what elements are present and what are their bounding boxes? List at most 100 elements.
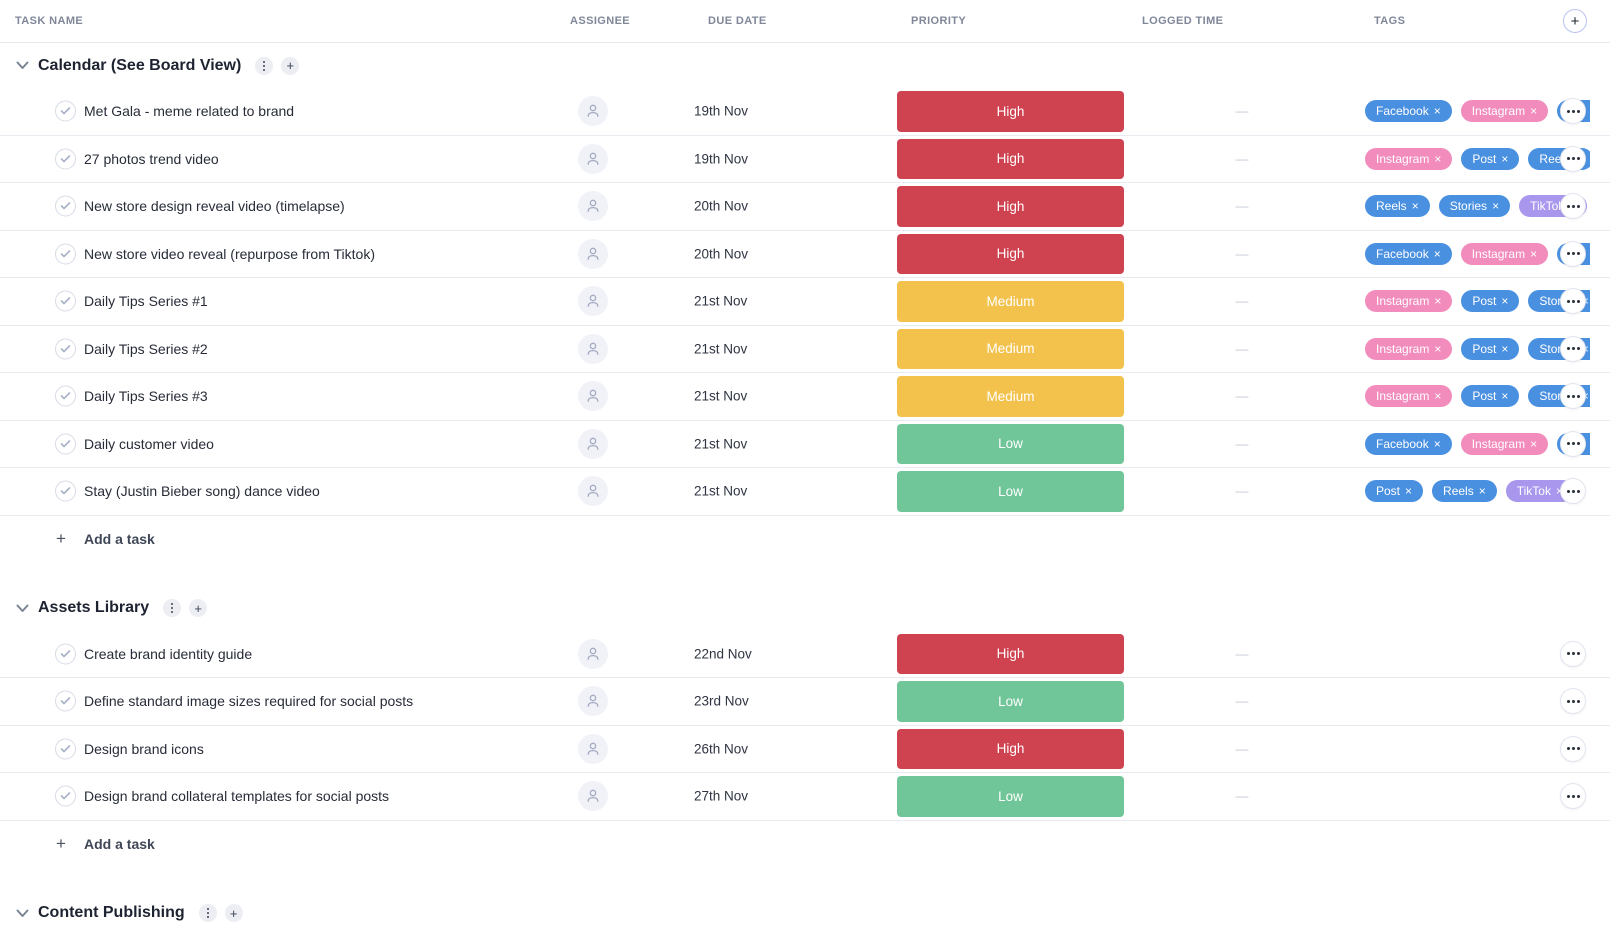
complete-checkbox[interactable]: [55, 738, 76, 760]
chevron-down-icon[interactable]: [16, 604, 29, 613]
tag-pill[interactable]: Post ×: [1461, 147, 1520, 170]
priority-badge[interactable]: Medium: [897, 328, 1124, 369]
remove-tag-icon[interactable]: ×: [1501, 294, 1509, 309]
tag-pill[interactable]: Instagram ×: [1460, 432, 1549, 455]
chevron-down-icon[interactable]: [16, 61, 29, 70]
complete-checkbox[interactable]: [55, 480, 76, 502]
remove-tag-icon[interactable]: ×: [1501, 151, 1509, 166]
tag-pill[interactable]: Reels ×: [1432, 480, 1497, 503]
section-add-button[interactable]: +: [281, 56, 300, 75]
tag-pill[interactable]: Instagram ×: [1460, 100, 1549, 123]
remove-tag-icon[interactable]: ×: [1434, 341, 1442, 356]
tag-pill[interactable]: Post ×: [1365, 480, 1424, 503]
task-row[interactable]: Daily Tips Series #2 21st Nov Medium — I…: [0, 326, 1610, 373]
task-row[interactable]: 27 photos trend video 19th Nov High — In…: [0, 136, 1610, 183]
remove-tag-icon[interactable]: ×: [1434, 151, 1442, 166]
remove-tag-icon[interactable]: ×: [1434, 294, 1442, 309]
remove-tag-icon[interactable]: ×: [1530, 246, 1538, 261]
remove-tag-icon[interactable]: ×: [1433, 104, 1441, 119]
tag-pill[interactable]: Facebook ×: [1365, 242, 1452, 265]
more-actions-button[interactable]: [1560, 145, 1586, 172]
more-actions-button[interactable]: [1560, 98, 1586, 125]
complete-checkbox[interactable]: [55, 243, 76, 265]
tag-pill[interactable]: Post ×: [1461, 385, 1520, 408]
priority-badge[interactable]: High: [897, 91, 1124, 132]
more-actions-button[interactable]: [1560, 288, 1586, 315]
task-row[interactable]: Design brand collateral templates for so…: [0, 773, 1610, 821]
remove-tag-icon[interactable]: ×: [1530, 436, 1538, 451]
task-row[interactable]: New store video reveal (repurpose from T…: [0, 231, 1610, 278]
task-row[interactable]: Daily customer video 21st Nov Low — Face…: [0, 421, 1610, 468]
more-actions-button[interactable]: [1560, 688, 1586, 715]
remove-tag-icon[interactable]: ×: [1478, 484, 1486, 499]
complete-checkbox[interactable]: [55, 290, 76, 312]
more-actions-button[interactable]: [1560, 383, 1586, 410]
section-menu-button[interactable]: [198, 904, 217, 922]
remove-tag-icon[interactable]: ×: [1530, 104, 1538, 119]
assignee-avatar[interactable]: [578, 638, 608, 669]
complete-checkbox[interactable]: [55, 195, 76, 217]
more-actions-button[interactable]: [1560, 193, 1586, 220]
chevron-down-icon[interactable]: [16, 909, 29, 918]
assignee-avatar[interactable]: [578, 428, 608, 459]
remove-tag-icon[interactable]: ×: [1433, 436, 1441, 451]
priority-badge[interactable]: High: [897, 728, 1124, 769]
remove-tag-icon[interactable]: ×: [1492, 199, 1500, 214]
task-row[interactable]: New store design reveal video (timelapse…: [0, 183, 1610, 231]
more-actions-button[interactable]: [1560, 430, 1586, 457]
priority-badge[interactable]: High: [897, 633, 1124, 674]
complete-checkbox[interactable]: [55, 433, 76, 455]
assignee-avatar[interactable]: [578, 238, 608, 269]
complete-checkbox[interactable]: [55, 690, 76, 712]
remove-tag-icon[interactable]: ×: [1556, 484, 1563, 498]
priority-badge[interactable]: Medium: [897, 376, 1124, 417]
priority-badge[interactable]: High: [897, 186, 1124, 227]
remove-tag-icon[interactable]: ×: [1433, 246, 1441, 261]
section-add-button[interactable]: +: [224, 904, 243, 922]
complete-checkbox[interactable]: [55, 148, 76, 170]
section-menu-button[interactable]: [255, 56, 274, 75]
complete-checkbox[interactable]: [55, 100, 76, 122]
assignee-avatar[interactable]: [578, 143, 608, 174]
task-row[interactable]: Design brand icons 26th Nov High —: [0, 726, 1610, 773]
priority-badge[interactable]: High: [897, 138, 1124, 179]
tag-pill[interactable]: Stories ×: [1438, 195, 1511, 218]
assignee-avatar[interactable]: [578, 286, 608, 317]
tag-pill[interactable]: Instagram ×: [1365, 385, 1453, 408]
tag-pill[interactable]: Post ×: [1461, 290, 1520, 313]
task-row[interactable]: Stay (Justin Bieber song) dance video 21…: [0, 468, 1610, 516]
task-row[interactable]: Met Gala - meme related to brand 19th No…: [0, 88, 1610, 136]
tag-pill[interactable]: Reels ×: [1365, 195, 1430, 218]
task-row[interactable]: Daily Tips Series #3 21st Nov Medium — I…: [0, 373, 1610, 421]
add-task-button[interactable]: + Add a task: [0, 516, 1610, 562]
task-row[interactable]: Define standard image sizes required for…: [0, 678, 1610, 726]
complete-checkbox[interactable]: [55, 385, 76, 407]
complete-checkbox[interactable]: [55, 643, 76, 665]
section-menu-button[interactable]: [163, 599, 182, 617]
priority-badge[interactable]: High: [897, 233, 1124, 274]
tag-pill[interactable]: Facebook ×: [1365, 432, 1452, 455]
priority-badge[interactable]: Medium: [897, 281, 1124, 322]
assignee-avatar[interactable]: [578, 381, 608, 412]
more-actions-button[interactable]: [1560, 735, 1586, 762]
tag-pill[interactable]: Instagram ×: [1365, 290, 1453, 313]
task-row[interactable]: Create brand identity guide 22nd Nov Hig…: [0, 631, 1610, 678]
more-actions-button[interactable]: [1560, 640, 1586, 667]
more-actions-button[interactable]: [1560, 783, 1586, 810]
more-actions-button[interactable]: [1560, 240, 1586, 267]
task-row[interactable]: Daily Tips Series #1 21st Nov Medium — I…: [0, 278, 1610, 326]
more-actions-button[interactable]: [1560, 335, 1586, 362]
add-column-button[interactable]: +: [1563, 9, 1587, 33]
tag-pill[interactable]: Instagram ×: [1365, 337, 1453, 360]
assignee-avatar[interactable]: [578, 733, 608, 764]
tag-pill[interactable]: Post ×: [1461, 337, 1520, 360]
remove-tag-icon[interactable]: ×: [1411, 199, 1419, 214]
assignee-avatar[interactable]: [578, 476, 608, 507]
remove-tag-icon[interactable]: ×: [1501, 389, 1509, 404]
priority-badge[interactable]: Low: [897, 423, 1124, 464]
priority-badge[interactable]: Low: [897, 471, 1124, 512]
remove-tag-icon[interactable]: ×: [1405, 484, 1413, 499]
tag-pill[interactable]: Instagram ×: [1460, 242, 1549, 265]
priority-badge[interactable]: Low: [897, 681, 1124, 722]
priority-badge[interactable]: Low: [897, 776, 1124, 817]
